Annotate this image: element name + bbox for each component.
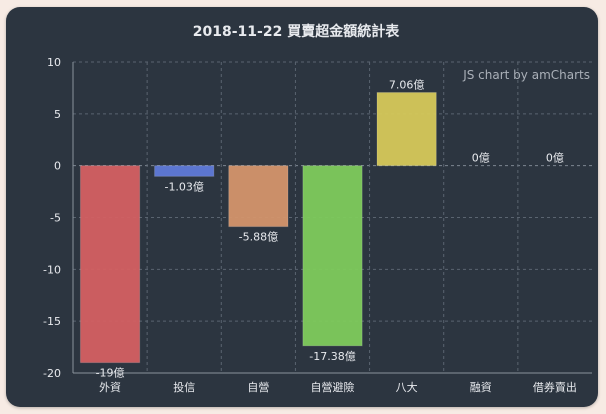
chart-card: 2018-11-22 買賣超金額統計表 JS chart by amCharts…	[6, 7, 598, 407]
value-label: -5.88億	[239, 231, 278, 244]
x-category-label: 自營避險	[311, 380, 355, 394]
bar-4[interactable]	[376, 91, 437, 167]
value-label: -17.38億	[309, 350, 355, 363]
y-tick-label: -10	[43, 263, 61, 276]
x-category-label: 融資	[470, 381, 492, 394]
bar-1[interactable]	[154, 165, 215, 177]
value-label: 0億	[546, 152, 564, 165]
y-tick-label: 0	[54, 160, 61, 173]
y-tick-label: 10	[47, 56, 61, 69]
bar-2[interactable]	[228, 165, 289, 228]
chart-title: 2018-11-22 買賣超金額統計表	[193, 23, 400, 40]
x-category-label: 投信	[173, 380, 195, 394]
value-label: -1.03億	[164, 180, 203, 193]
x-category-label: 外資	[99, 381, 121, 394]
value-label: -19億	[96, 367, 125, 380]
y-tick-label: 5	[54, 108, 61, 121]
axis-layer: 10 5 0 -5 -10 -15 -20 外資 投信 自營 自營避險 八大 融資 借券賣出	[43, 56, 592, 394]
bar-layer	[79, 91, 437, 364]
x-category-label: 借券賣出	[533, 380, 577, 394]
bar-chart: 2018-11-22 買賣超金額統計表 JS chart by amCharts…	[43, 23, 592, 394]
y-tick-label: -5	[50, 212, 61, 225]
x-category-label: 自營	[247, 381, 269, 394]
chart-credit[interactable]: JS chart by amCharts	[462, 68, 590, 82]
y-tick-label: -20	[43, 367, 61, 380]
bar-0[interactable]	[79, 165, 141, 364]
value-label: 0億	[472, 152, 490, 165]
bar-3[interactable]	[302, 165, 363, 347]
y-tick-label: -15	[43, 315, 61, 328]
label-layer: -19億 -1.03億 -5.88億 -17.38億 7.06億 0億 0億	[96, 78, 564, 379]
x-category-label: 八大	[396, 380, 418, 394]
value-label: 7.06億	[389, 78, 425, 91]
